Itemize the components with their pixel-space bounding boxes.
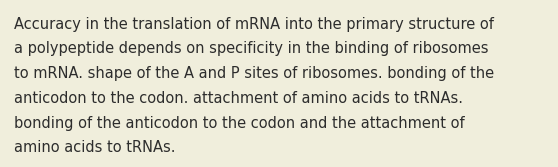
Text: anticodon to the codon. attachment of amino acids to tRNAs.: anticodon to the codon. attachment of am… xyxy=(14,91,463,106)
Text: a polypeptide depends on specificity in the binding of ribosomes: a polypeptide depends on specificity in … xyxy=(14,41,488,56)
Text: Accuracy in the translation of mRNA into the primary structure of: Accuracy in the translation of mRNA into… xyxy=(14,17,494,32)
Text: amino acids to tRNAs.: amino acids to tRNAs. xyxy=(14,140,175,155)
Text: bonding of the anticodon to the codon and the attachment of: bonding of the anticodon to the codon an… xyxy=(14,116,465,131)
Text: to mRNA. shape of the A and P sites of ribosomes. bonding of the: to mRNA. shape of the A and P sites of r… xyxy=(14,66,494,81)
